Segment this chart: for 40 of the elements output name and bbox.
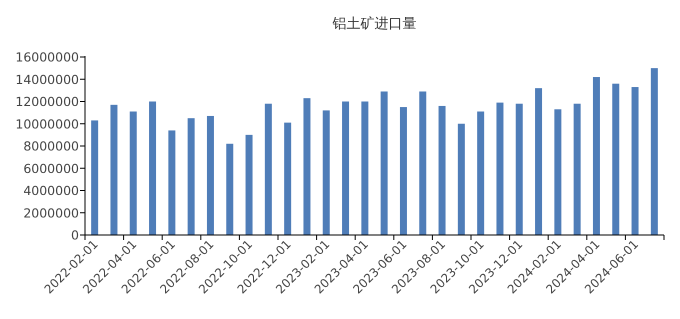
bar — [130, 112, 137, 235]
bar — [496, 102, 504, 235]
y-tick-label: 6000000 — [23, 160, 80, 176]
bar — [535, 88, 542, 235]
bar — [110, 104, 118, 235]
bar — [264, 104, 272, 235]
bar — [400, 107, 407, 235]
bar — [206, 116, 214, 235]
bar — [168, 130, 176, 235]
bar — [361, 102, 368, 235]
y-tick-label: 4000000 — [23, 183, 80, 198]
bar — [632, 87, 639, 235]
bar — [592, 77, 600, 235]
bar — [246, 134, 253, 235]
bar — [188, 118, 195, 235]
bar — [612, 84, 620, 235]
bar — [516, 104, 523, 235]
bar — [574, 104, 581, 235]
y-tick-label: 12000000 — [15, 94, 80, 109]
chart-title: 铝土矿进口量 — [332, 16, 416, 32]
bar — [284, 122, 292, 235]
y-tick-label: 2000000 — [23, 205, 80, 220]
y-tick-label: 14000000 — [15, 72, 80, 87]
bar — [303, 98, 310, 235]
y-tick-label: 8000000 — [23, 138, 80, 154]
bar — [650, 68, 658, 235]
bar — [91, 120, 98, 235]
y-tick-label: 16000000 — [15, 50, 80, 64]
bar — [554, 109, 562, 235]
bar — [458, 124, 465, 235]
y-tick-label: 0 — [71, 228, 80, 242]
bar — [477, 112, 484, 235]
bar — [438, 106, 446, 235]
y-tick-label: 10000000 — [15, 116, 80, 132]
bar — [380, 91, 388, 235]
bar — [342, 102, 350, 235]
bar — [226, 144, 234, 235]
bar — [149, 102, 156, 235]
bar — [322, 110, 330, 235]
bar — [419, 91, 426, 235]
